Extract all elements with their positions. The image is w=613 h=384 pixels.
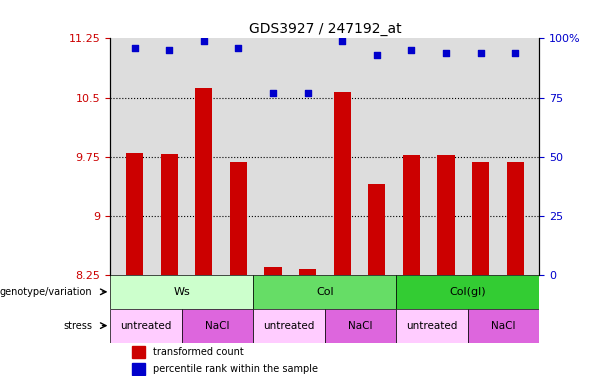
- Bar: [195, 88, 213, 275]
- Point: [130, 45, 140, 51]
- Bar: [299, 270, 316, 275]
- Bar: [437, 155, 455, 275]
- Text: untreated: untreated: [406, 321, 458, 331]
- Text: percentile rank within the sample: percentile rank within the sample: [153, 364, 318, 374]
- FancyBboxPatch shape: [182, 309, 253, 343]
- Bar: [161, 154, 178, 275]
- Point: [337, 38, 347, 44]
- Text: Col: Col: [316, 287, 333, 297]
- Text: NaCl: NaCl: [205, 321, 230, 331]
- Point: [303, 90, 313, 96]
- Point: [199, 38, 208, 44]
- Text: transformed count: transformed count: [153, 347, 244, 357]
- Text: untreated: untreated: [120, 321, 172, 331]
- FancyBboxPatch shape: [253, 309, 325, 343]
- Point: [268, 90, 278, 96]
- FancyBboxPatch shape: [468, 309, 539, 343]
- FancyBboxPatch shape: [110, 309, 182, 343]
- Bar: [126, 153, 143, 275]
- Point: [441, 50, 451, 56]
- FancyBboxPatch shape: [253, 275, 397, 309]
- Point: [234, 45, 243, 51]
- Bar: [506, 162, 524, 275]
- Text: untreated: untreated: [264, 321, 315, 331]
- Bar: [132, 363, 145, 375]
- Text: stress: stress: [64, 321, 93, 331]
- Point: [406, 47, 416, 53]
- Title: GDS3927 / 247192_at: GDS3927 / 247192_at: [249, 22, 401, 36]
- Point: [164, 47, 174, 53]
- Bar: [132, 346, 145, 358]
- Point: [476, 50, 485, 56]
- FancyBboxPatch shape: [110, 275, 253, 309]
- Point: [510, 50, 520, 56]
- Bar: [403, 155, 420, 275]
- Point: [372, 52, 382, 58]
- Text: genotype/variation: genotype/variation: [0, 287, 93, 297]
- Bar: [368, 184, 386, 275]
- Bar: [333, 92, 351, 275]
- Text: NaCl: NaCl: [492, 321, 516, 331]
- FancyBboxPatch shape: [325, 309, 397, 343]
- Text: Col(gl): Col(gl): [449, 287, 486, 297]
- Bar: [472, 162, 489, 275]
- Text: NaCl: NaCl: [348, 321, 373, 331]
- Text: Ws: Ws: [173, 287, 190, 297]
- Bar: [230, 162, 247, 275]
- FancyBboxPatch shape: [397, 275, 539, 309]
- FancyBboxPatch shape: [397, 309, 468, 343]
- Bar: [264, 267, 281, 275]
